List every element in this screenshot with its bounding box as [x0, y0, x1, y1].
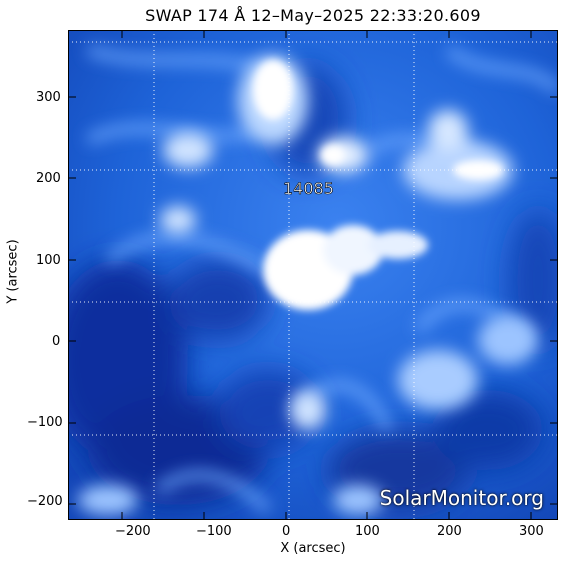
dark-regions	[48, 65, 564, 510]
euv-solar-image: 14085	[48, 30, 564, 520]
y-axis-label: Y (arcsec)	[5, 239, 21, 304]
x-tick-label: −200	[115, 524, 151, 539]
y-tick-label: 100	[36, 253, 61, 268]
coordinate-grid	[68, 30, 558, 520]
y-tick-label: −200	[27, 494, 63, 509]
y-tick-label: 200	[36, 171, 61, 186]
x-tick-label: 0	[282, 524, 291, 539]
axes-frame	[68, 30, 558, 520]
x-tick-label: −100	[196, 524, 232, 539]
active-region-core	[253, 60, 503, 310]
active-region-label: 14085	[283, 179, 334, 198]
y-tick-label: 300	[36, 90, 61, 105]
y-tick-label: −100	[27, 415, 63, 430]
axis-ticks	[68, 30, 558, 520]
image-title: SWAP 174 Å 12–May–2025 22:33:20.609	[145, 6, 481, 25]
solarmonitor-watermark: SolarMonitor.org	[379, 486, 544, 510]
solar-image-panel: 14085	[48, 30, 564, 520]
x-tick-label: 300	[519, 524, 544, 539]
x-tick-label: 100	[355, 524, 380, 539]
y-tick-label: 0	[52, 334, 61, 349]
x-tick-label: 200	[437, 524, 462, 539]
x-axis-label: X (arcsec)	[280, 541, 346, 556]
